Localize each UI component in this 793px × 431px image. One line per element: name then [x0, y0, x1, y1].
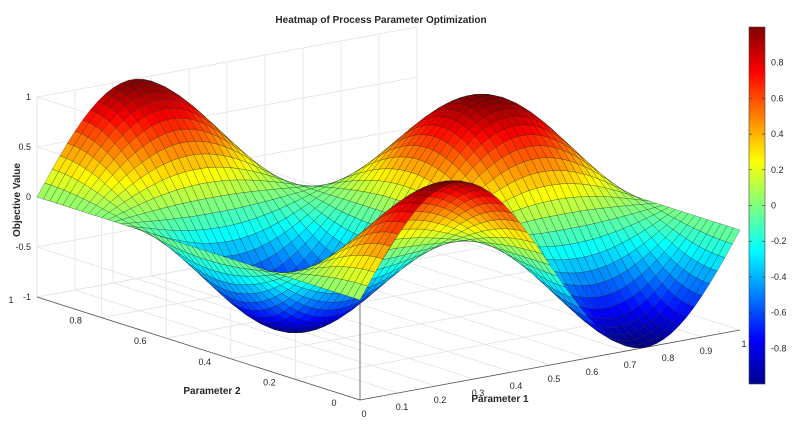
y-tick-label: 1	[8, 295, 13, 305]
x-tick-label: 0.5	[548, 374, 561, 384]
colorbar-tick-label: 0.8	[771, 58, 784, 68]
surface-mesh	[36, 78, 741, 349]
axis-ticks: 0 0.1 0.2 0.3 0.4 0.5 0.6 0.7 0.8 0.9 1 0 0.2 0.4 0.6 0…	[8, 92, 746, 419]
x-tick-label: 0.2	[434, 395, 447, 405]
colorbar-tick-label: 0.4	[771, 129, 784, 139]
colorbar-tick-label: -0.8	[771, 343, 787, 353]
chart-title: Heatmap of Process Parameter Optimizatio…	[275, 15, 486, 26]
x-tick-label: 0.7	[624, 360, 637, 370]
colorbar: -0.8 -0.6 -0.4 -0.2 0 0.2 0.4 0.6 0.8	[748, 26, 787, 385]
axis-line	[359, 329, 741, 401]
x-tick-label: 0.1	[396, 402, 409, 412]
y-tick-label: 0.4	[199, 357, 212, 367]
z-axis-label: Objective Value	[12, 163, 23, 237]
colorbar-tick-label: -0.4	[771, 272, 787, 282]
floor-grid-line	[230, 288, 611, 360]
z-tick-label: 1	[26, 92, 31, 102]
y-tick-label: 0.6	[134, 336, 147, 346]
left-wall-grid-line	[36, 246, 361, 351]
y-tick-label: 0.8	[69, 316, 82, 326]
y-tick-label: 0.2	[263, 377, 276, 387]
back-wall-grid-line	[36, 26, 418, 98]
x-tick-label: 0.6	[586, 367, 599, 377]
colorbar-tick-label: 0.6	[771, 93, 784, 103]
floor-grid-line	[112, 282, 437, 387]
y-tick-label: 0	[331, 398, 336, 408]
colorbar-tick-label: -0.6	[771, 308, 787, 318]
z-tick-label: 0	[26, 192, 31, 202]
colorbar-tick-label: 0.2	[771, 165, 784, 175]
colorbar-ticks: -0.8 -0.6 -0.4 -0.2 0 0.2 0.4 0.6 0.8	[749, 58, 787, 353]
x-tick-label: 0.9	[700, 346, 713, 356]
z-tick-label: -0.5	[15, 242, 31, 252]
surface-facet	[353, 283, 368, 301]
x-tick-label: 1	[741, 339, 746, 349]
x-axis-label: Parameter 1	[471, 394, 529, 405]
x-tick-label: 0.4	[510, 381, 523, 391]
z-tick-label: 0.5	[18, 142, 31, 152]
x-tick-label: 0.3	[472, 388, 485, 398]
x-tick-label: 0	[361, 409, 366, 419]
colorbar-tick-label: 0	[771, 201, 776, 211]
x-tick-label: 0.8	[662, 353, 675, 363]
y-axis-label: Parameter 2	[183, 386, 241, 397]
colorbar-tick-label: -0.2	[771, 236, 787, 246]
floor-grid-line	[74, 289, 399, 394]
axis-line	[36, 296, 361, 401]
z-tick-label: -1	[23, 292, 31, 302]
